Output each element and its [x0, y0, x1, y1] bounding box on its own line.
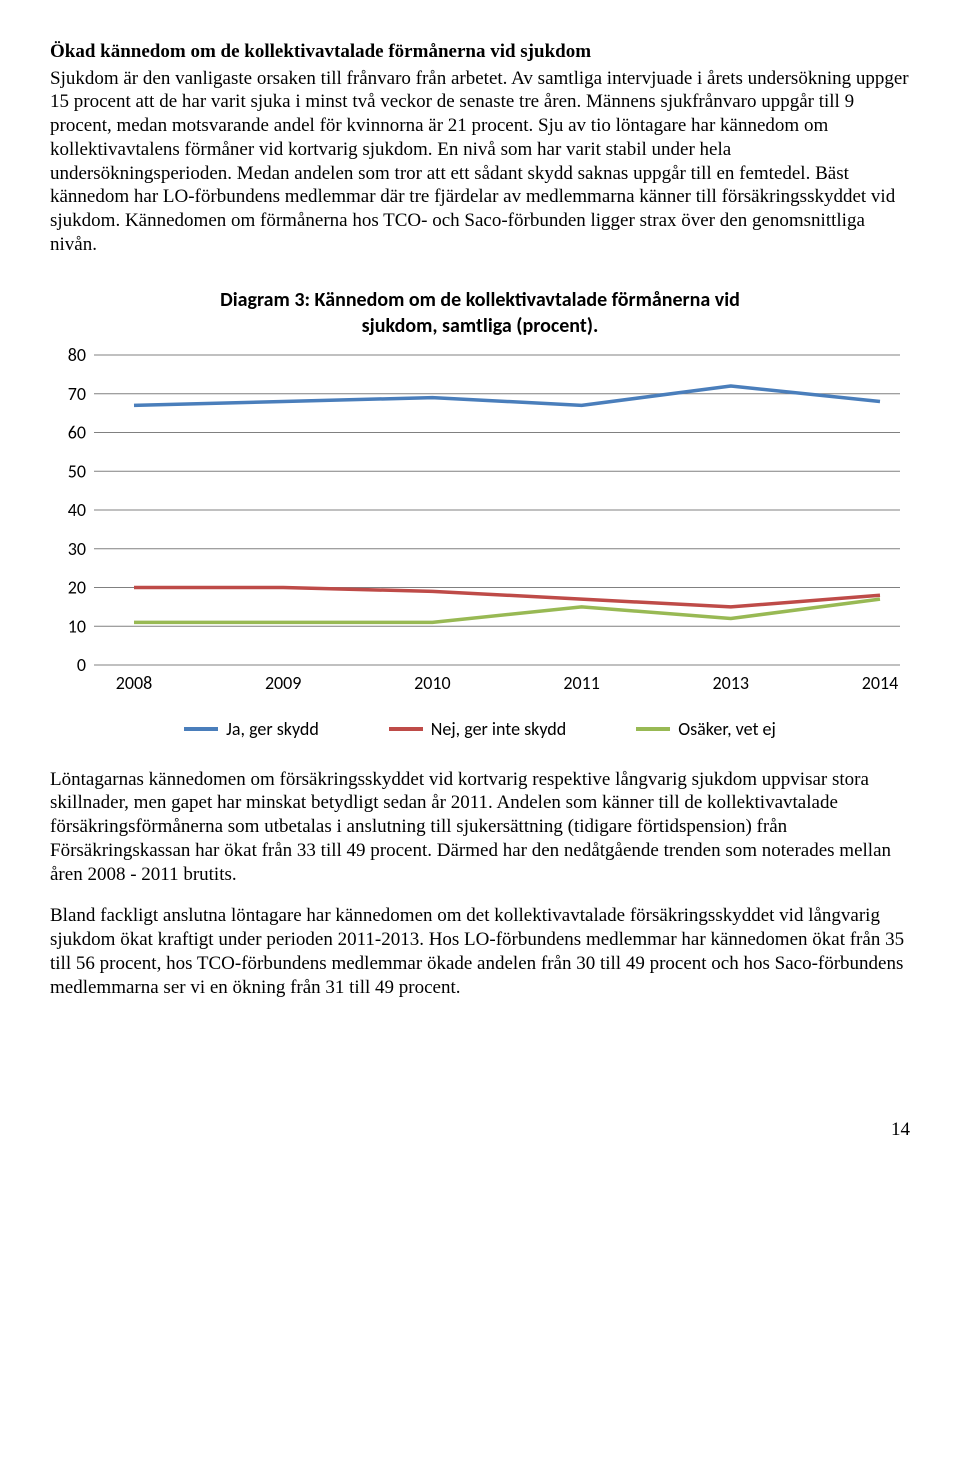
svg-text:20: 20 — [68, 576, 86, 598]
legend-item: Nej, ger inte skydd — [389, 718, 566, 740]
svg-text:2009: 2009 — [265, 672, 302, 694]
svg-text:2008: 2008 — [116, 672, 153, 694]
chart-title-line1: Diagram 3: Kännedom om de kollektivavtal… — [220, 288, 740, 312]
chart-title-line2: sjukdom, samtliga (procent). — [362, 314, 599, 338]
svg-text:10: 10 — [68, 615, 86, 637]
svg-text:50: 50 — [68, 460, 86, 482]
legend-label: Nej, ger inte skydd — [431, 718, 566, 740]
legend-label: Ja, ger skydd — [226, 718, 319, 740]
svg-text:40: 40 — [68, 499, 86, 521]
paragraph-2: Löntagarnas kännedomen om försäkringssky… — [50, 768, 910, 887]
paragraph-3: Bland fackligt anslutna löntagare har kä… — [50, 904, 910, 999]
legend-swatch — [389, 727, 423, 731]
svg-text:80: 80 — [68, 345, 86, 366]
svg-text:70: 70 — [68, 382, 86, 404]
svg-text:30: 30 — [68, 537, 86, 559]
legend-swatch — [636, 727, 670, 731]
svg-text:60: 60 — [68, 421, 86, 443]
legend-item: Osäker, vet ej — [636, 718, 776, 740]
line-chart: 0 10 20 30 40 50 60 70 80 2008 2009 2010 2011 2013 201… — [50, 345, 910, 740]
paragraph-1: Sjukdom är den vanligaste orsaken till f… — [50, 67, 910, 257]
legend-label: Osäker, vet ej — [678, 718, 776, 740]
chart-title: Diagram 3: Kännedom om de kollektivavtal… — [50, 287, 910, 339]
chart-svg: 0 10 20 30 40 50 60 70 80 2008 2009 2010 2011 2013 201… — [50, 345, 910, 705]
chart-legend: Ja, ger skydd Nej, ger inte skydd Osäker, … — [50, 718, 910, 740]
legend-item: Ja, ger skydd — [184, 718, 319, 740]
svg-text:2014: 2014 — [862, 672, 899, 694]
page-number: 14 — [50, 1119, 910, 1141]
svg-text:2010: 2010 — [414, 672, 451, 694]
svg-text:2013: 2013 — [713, 672, 750, 694]
svg-text:2011: 2011 — [563, 672, 600, 694]
svg-text:0: 0 — [77, 654, 86, 676]
section-heading: Ökad kännedom om de kollektivavtalade fö… — [50, 40, 910, 65]
legend-swatch — [184, 727, 218, 731]
